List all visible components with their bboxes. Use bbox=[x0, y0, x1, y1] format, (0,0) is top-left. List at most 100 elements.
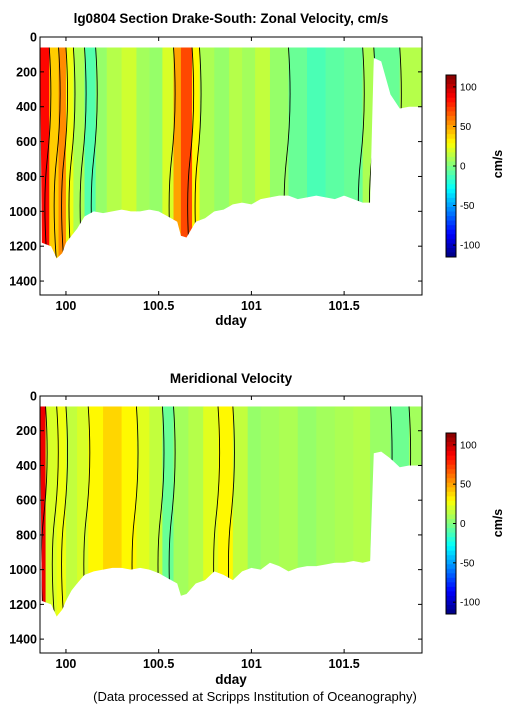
heatmap-column bbox=[255, 47, 271, 259]
colorbar-segment bbox=[446, 166, 456, 172]
y-tick-label: 600 bbox=[16, 494, 37, 508]
colorbar-segment bbox=[446, 564, 456, 570]
colorbar-segment bbox=[446, 243, 456, 249]
heatmap-column bbox=[136, 47, 151, 259]
colorbar-segment bbox=[446, 586, 456, 592]
colorbar-segment bbox=[446, 514, 456, 520]
colorbar-segment bbox=[446, 161, 456, 167]
heatmap-field-1 bbox=[40, 406, 422, 617]
x-axis-label-meridional: dday bbox=[215, 672, 247, 687]
heatmap-column bbox=[218, 406, 234, 617]
footer-credit: (Data processed at Scripps Institution o… bbox=[93, 689, 417, 704]
heatmap-column bbox=[325, 47, 345, 259]
colorbar-segment bbox=[446, 97, 456, 103]
y-tick-label: 0 bbox=[30, 31, 37, 45]
colorbar-segment bbox=[446, 225, 456, 231]
colorbar-segment bbox=[446, 197, 456, 203]
heatmap-column bbox=[399, 47, 422, 259]
heatmap-column bbox=[103, 406, 123, 617]
heatmap-column bbox=[232, 406, 249, 617]
heatmap-column bbox=[229, 47, 243, 259]
heatmap-column bbox=[288, 47, 308, 259]
heatmap-column bbox=[353, 406, 371, 617]
colorbar-segment bbox=[446, 523, 456, 529]
chart-title-meridional: Meridional Velocity bbox=[169, 371, 293, 386]
colorbar-segment bbox=[446, 491, 456, 497]
colorbar-segment bbox=[446, 179, 456, 185]
heatmap-column bbox=[173, 406, 189, 617]
colorbar-segment bbox=[446, 216, 456, 222]
heatmap-column bbox=[106, 47, 123, 259]
colorbar-segment bbox=[446, 238, 456, 244]
colorbar-segment bbox=[446, 591, 456, 597]
heatmap-column bbox=[40, 47, 50, 259]
colorbar-segment bbox=[446, 550, 456, 556]
heatmap-column bbox=[121, 47, 138, 259]
colorbar-segment bbox=[446, 460, 456, 466]
heatmap-column bbox=[297, 406, 317, 617]
y-tick-label: 1400 bbox=[9, 633, 37, 647]
heatmap-column bbox=[56, 406, 67, 617]
y-tick-label: 800 bbox=[16, 528, 37, 542]
colorbar-tick-label: 100 bbox=[460, 82, 477, 93]
colorbar-segment bbox=[446, 111, 456, 117]
colorbar-tick-label: 50 bbox=[460, 480, 472, 491]
heatmap-column bbox=[188, 406, 204, 617]
colorbar-segment bbox=[446, 134, 456, 140]
x-tick-label: 101.5 bbox=[328, 657, 359, 671]
heatmap-column bbox=[162, 47, 175, 259]
heatmap-column bbox=[136, 406, 151, 617]
colorbar-segment bbox=[446, 206, 456, 212]
x-axis-label-zonal: dday bbox=[215, 313, 247, 328]
colorbar-segment bbox=[446, 600, 456, 606]
heatmap-column bbox=[370, 406, 392, 617]
y-tick-label: 1000 bbox=[9, 205, 37, 219]
heatmap-column bbox=[247, 406, 262, 617]
chart-title-zonal: lg0804 Section Drake-South: Zonal Veloci… bbox=[73, 11, 389, 26]
contour-line bbox=[53, 47, 61, 259]
colorbar-segment bbox=[446, 546, 456, 552]
heatmap-column bbox=[409, 406, 422, 617]
heatmap-column bbox=[390, 406, 410, 617]
colorbar-segment bbox=[446, 437, 456, 443]
y-tick-label: 1400 bbox=[9, 275, 37, 289]
colorbar-segment bbox=[446, 482, 456, 488]
colorbar-segment bbox=[446, 84, 456, 90]
colorbar-segment bbox=[446, 487, 456, 493]
y-tick-label: 1200 bbox=[9, 598, 37, 612]
colorbar-segment bbox=[446, 455, 456, 461]
colorbar-segment bbox=[446, 93, 456, 99]
y-tick-label: 800 bbox=[16, 170, 37, 184]
colorbar-segment bbox=[446, 229, 456, 235]
y-tick-label: 400 bbox=[16, 459, 37, 473]
heatmap-column bbox=[121, 406, 138, 617]
colorbar-tick-label: -100 bbox=[460, 598, 480, 609]
colorbar-tick-label: -50 bbox=[460, 558, 475, 569]
heatmap-column bbox=[269, 47, 290, 259]
heatmap-column bbox=[49, 47, 60, 259]
colorbar-segment bbox=[446, 75, 456, 81]
colorbar-segment bbox=[446, 442, 456, 448]
colorbar-segment bbox=[446, 473, 456, 479]
colorbar-segment bbox=[446, 143, 456, 149]
colorbar-segment bbox=[446, 156, 456, 162]
heatmap-column bbox=[334, 406, 354, 617]
colorbar-segment bbox=[446, 125, 456, 131]
x-tick-label: 100 bbox=[56, 299, 77, 313]
colorbar-tick-label: -100 bbox=[460, 241, 480, 252]
colorbar-segment bbox=[446, 577, 456, 583]
colorbar-segment bbox=[446, 500, 456, 506]
plot-frame-0 bbox=[39, 36, 423, 296]
heatmap-column bbox=[344, 47, 364, 259]
heatmap-column bbox=[362, 47, 375, 259]
colorbar-segment bbox=[446, 478, 456, 484]
x-tick-label: 101.5 bbox=[328, 299, 359, 313]
colorbar-segment bbox=[446, 433, 456, 439]
colorbar-segment bbox=[446, 152, 456, 158]
colorbar-tick-label: 0 bbox=[460, 519, 466, 530]
colorbar-segment bbox=[446, 220, 456, 226]
heatmap-column bbox=[173, 47, 182, 259]
heatmap-column bbox=[307, 47, 327, 259]
colorbar-segment bbox=[446, 88, 456, 94]
